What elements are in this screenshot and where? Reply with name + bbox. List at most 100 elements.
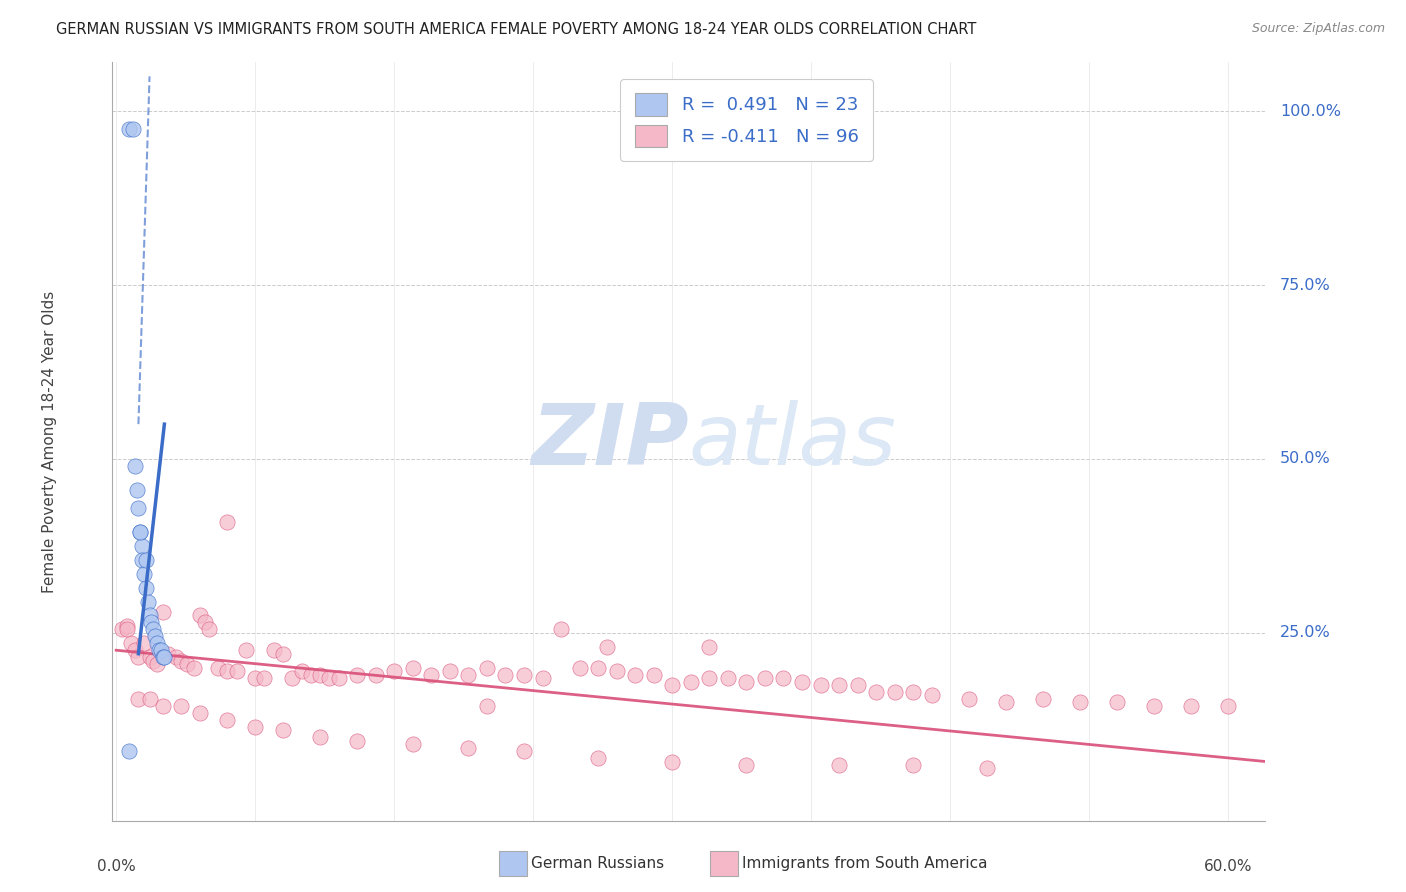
- Point: [138, 692, 160, 706]
- Point: [1180, 698, 1202, 713]
- Point: [281, 671, 304, 685]
- Text: 25.0%: 25.0%: [1281, 625, 1331, 640]
- Legend: R =  0.491   N = 23, R = -0.411   N = 96: R = 0.491 N = 23, R = -0.411 N = 96: [620, 79, 873, 161]
- Point: [846, 678, 869, 692]
- Point: [263, 643, 285, 657]
- Point: [624, 667, 647, 681]
- Point: [152, 698, 174, 713]
- Point: [402, 737, 425, 751]
- Point: [810, 678, 832, 692]
- Point: [1218, 698, 1240, 713]
- Text: ZIP: ZIP: [531, 400, 689, 483]
- Point: [457, 667, 479, 681]
- Point: [754, 671, 776, 685]
- Point: [903, 758, 925, 772]
- Point: [132, 566, 155, 581]
- Point: [439, 664, 461, 678]
- Point: [790, 674, 813, 689]
- Point: [136, 594, 159, 608]
- Text: 50.0%: 50.0%: [1281, 451, 1331, 467]
- Point: [152, 605, 174, 619]
- Point: [118, 744, 141, 758]
- Point: [883, 685, 905, 699]
- Point: [132, 636, 155, 650]
- Point: [717, 671, 740, 685]
- Point: [135, 553, 157, 567]
- Point: [149, 643, 172, 657]
- Point: [596, 640, 619, 654]
- Point: [148, 643, 170, 657]
- Point: [217, 664, 239, 678]
- Point: [176, 657, 198, 672]
- Point: [531, 671, 554, 685]
- Point: [903, 685, 925, 699]
- Point: [513, 667, 536, 681]
- Point: [1143, 698, 1166, 713]
- Point: [217, 713, 239, 727]
- Point: [364, 667, 387, 681]
- Text: Immigrants from South America: Immigrants from South America: [742, 856, 988, 871]
- Point: [146, 657, 169, 672]
- Point: [245, 720, 267, 734]
- Point: [129, 524, 152, 539]
- Point: [290, 664, 312, 678]
- Point: [346, 733, 368, 747]
- Point: [198, 623, 221, 637]
- Point: [170, 698, 193, 713]
- Text: atlas: atlas: [689, 400, 897, 483]
- Point: [118, 121, 141, 136]
- Point: [138, 650, 160, 665]
- Text: 75.0%: 75.0%: [1281, 277, 1331, 293]
- Point: [117, 623, 139, 637]
- Point: [183, 660, 205, 674]
- Point: [194, 615, 217, 630]
- Point: [125, 483, 148, 498]
- Point: [318, 671, 340, 685]
- Point: [957, 692, 980, 706]
- Point: [127, 692, 149, 706]
- Point: [1069, 695, 1091, 709]
- Point: [568, 660, 591, 674]
- Point: [129, 524, 152, 539]
- Point: [402, 660, 425, 674]
- Point: [382, 664, 405, 678]
- Text: GERMAN RUSSIAN VS IMMIGRANTS FROM SOUTH AMERICA FEMALE POVERTY AMONG 18-24 YEAR : GERMAN RUSSIAN VS IMMIGRANTS FROM SOUTH …: [56, 22, 977, 37]
- Point: [699, 640, 721, 654]
- Point: [135, 581, 157, 595]
- Point: [550, 623, 572, 637]
- Point: [475, 698, 498, 713]
- Point: [124, 643, 146, 657]
- Point: [127, 500, 149, 515]
- Point: [661, 755, 683, 769]
- Point: [122, 121, 145, 136]
- Text: German Russians: German Russians: [531, 856, 665, 871]
- Point: [309, 667, 332, 681]
- Point: [131, 539, 153, 553]
- Point: [165, 650, 187, 665]
- Text: Source: ZipAtlas.com: Source: ZipAtlas.com: [1251, 22, 1385, 36]
- Point: [143, 629, 166, 643]
- Point: [271, 723, 294, 738]
- Point: [643, 667, 665, 681]
- Point: [586, 751, 609, 765]
- Point: [586, 660, 609, 674]
- Text: 100.0%: 100.0%: [1281, 103, 1341, 119]
- Point: [772, 671, 794, 685]
- Point: [131, 553, 153, 567]
- Point: [153, 650, 176, 665]
- Point: [420, 667, 443, 681]
- Point: [328, 671, 350, 685]
- Point: [235, 643, 257, 657]
- Point: [207, 660, 229, 674]
- Point: [146, 636, 169, 650]
- Text: 0.0%: 0.0%: [97, 859, 135, 874]
- Point: [142, 654, 165, 668]
- Point: [271, 647, 294, 661]
- Point: [1032, 692, 1054, 706]
- Point: [309, 730, 332, 744]
- Point: [475, 660, 498, 674]
- Text: Female Poverty Among 18-24 Year Olds: Female Poverty Among 18-24 Year Olds: [42, 291, 56, 592]
- Point: [188, 608, 211, 623]
- Point: [124, 458, 146, 473]
- Point: [141, 615, 163, 630]
